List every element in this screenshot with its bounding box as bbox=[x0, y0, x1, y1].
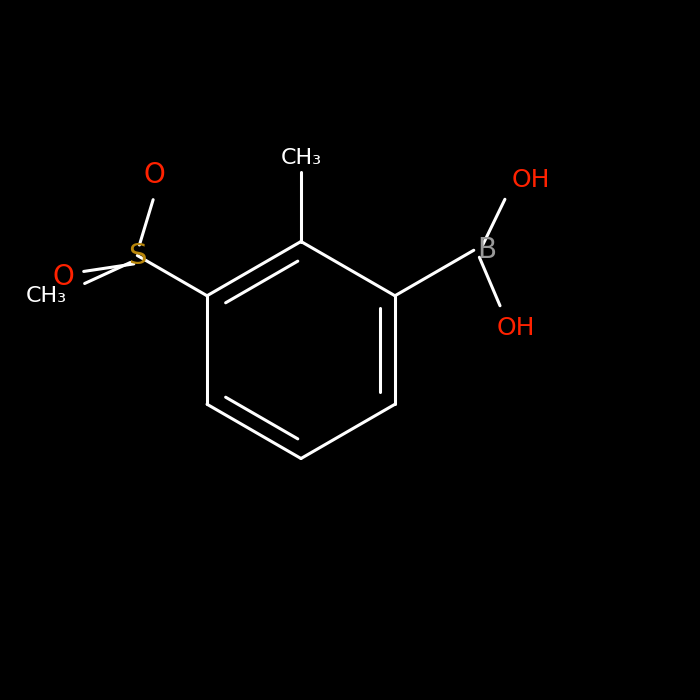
Text: CH₃: CH₃ bbox=[26, 286, 67, 306]
Text: OH: OH bbox=[512, 168, 550, 193]
Text: S: S bbox=[128, 241, 146, 270]
Text: O: O bbox=[53, 263, 75, 291]
Text: B: B bbox=[477, 237, 496, 264]
Text: CH₃: CH₃ bbox=[281, 148, 321, 168]
Text: O: O bbox=[144, 161, 165, 189]
Text: OH: OH bbox=[496, 316, 535, 340]
